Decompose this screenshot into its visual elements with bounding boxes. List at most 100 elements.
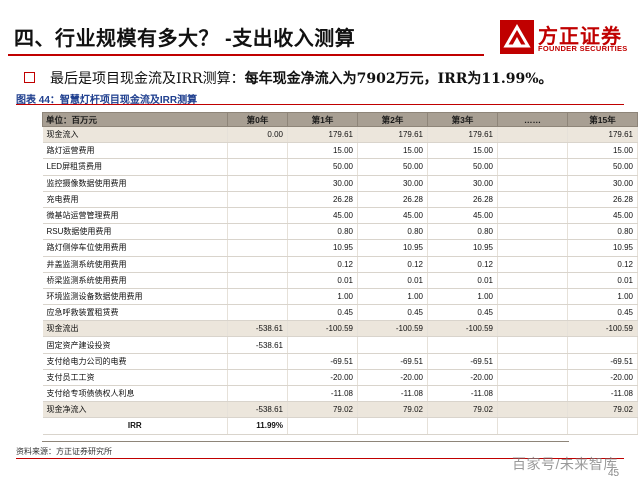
value-cell (497, 191, 568, 208)
table-row: IRR 11.99% (42, 417, 638, 435)
value-cell: -20.00 (287, 369, 358, 387)
value-cell: -20.00 (427, 369, 498, 387)
cashflow-table-container: 单位：百万元 第0年 第1年 第2年 第3年 …… 第15年 现金流入 0.00 1… (42, 112, 638, 435)
value-cell: 1.00 (567, 288, 638, 306)
value-cell (497, 401, 568, 419)
header-cell-year15: 第15年 (567, 112, 638, 127)
value-cell: -11.08 (567, 385, 638, 403)
row-label: 现金净流入 (42, 401, 228, 419)
founder-logo-icon (500, 20, 534, 54)
value-cell: 0.12 (357, 256, 428, 273)
table-row: LED屏租赁费用 50.00 50.00 50.00 50.00 (42, 158, 638, 176)
value-cell: 0.45 (287, 304, 358, 322)
value-cell: 45.00 (287, 207, 358, 225)
table-row: 充电费用 26.28 26.28 26.28 26.28 (42, 191, 638, 208)
value-cell: 0.80 (357, 223, 428, 241)
value-cell: 45.00 (567, 207, 638, 225)
value-cell: 0.12 (427, 256, 498, 273)
table-row: 微基站运营管理费用 45.00 45.00 45.00 45.00 (42, 207, 638, 225)
summary-emphasis: 每年现金净流入为7902万元，IRR为11.99%。 (244, 71, 553, 87)
value-cell: 1.00 (357, 288, 428, 306)
value-cell (497, 175, 568, 192)
header-cell-year3: 第3年 (427, 112, 498, 127)
row-label: 支付给电力公司的电费 (42, 353, 228, 370)
header-cell-year2: 第2年 (357, 112, 428, 127)
value-cell (227, 304, 288, 322)
value-cell: 1.00 (287, 288, 358, 306)
company-logo: 方正证券 FOUNDER SECURITIES (498, 14, 634, 58)
value-cell: 15.00 (567, 142, 638, 160)
summary-text: 最后是项目现金流及IRR测算：每年现金净流入为7902万元，IRR为11.99%… (50, 68, 553, 88)
row-label: 支付给专项债债权人利息 (42, 385, 228, 403)
value-cell: -100.59 (287, 320, 358, 338)
cashflow-table: 单位：百万元 第0年 第1年 第2年 第3年 …… 第15年 现金流入 0.00 1… (42, 112, 638, 435)
value-cell (227, 272, 288, 289)
table-body: 现金流入 0.00 179.61 179.61 179.61 179.61 路灯运营费用 15… (42, 126, 638, 435)
row-label: 固定资产建设投资 (42, 336, 228, 354)
table-header-row: 单位：百万元 第0年 第1年 第2年 第3年 …… 第15年 (42, 112, 638, 127)
watermark-text: 百家号/未来智库 (512, 456, 618, 472)
value-cell: -538.61 (227, 336, 288, 354)
value-cell: -11.08 (427, 385, 498, 403)
value-cell: -69.51 (427, 353, 498, 370)
row-label: LED屏租赁费用 (42, 158, 228, 176)
value-cell: -100.59 (357, 320, 428, 338)
value-cell (287, 417, 358, 435)
table-row: RSU数据使用费用 0.80 0.80 0.80 0.80 (42, 223, 638, 241)
value-cell (227, 288, 288, 306)
value-cell: 0.45 (427, 304, 498, 322)
value-cell: 50.00 (357, 158, 428, 176)
table-row: 路灯侧停车位使用费用 10.95 10.95 10.95 10.95 (42, 239, 638, 257)
value-cell (357, 336, 428, 354)
value-cell: 79.02 (357, 401, 428, 419)
summary-bullet: 最后是项目现金流及IRR测算：每年现金净流入为7902万元，IRR为11.99%… (24, 67, 624, 89)
value-cell (497, 158, 568, 176)
table-row: 现金流出 -538.61 -100.59 -100.59 -100.59 -100.59 (42, 320, 638, 338)
row-label: 充电费用 (42, 191, 228, 208)
value-cell (497, 353, 568, 370)
table-row: 井盖监测系统使用费用 0.12 0.12 0.12 0.12 (42, 256, 638, 273)
value-cell: 10.95 (357, 239, 428, 257)
value-cell (497, 126, 568, 144)
table-row: 现金净流入 -538.61 79.02 79.02 79.02 79.02 (42, 401, 638, 419)
value-cell (227, 353, 288, 370)
table-row: 监控摄像数据使用费用 30.00 30.00 30.00 30.00 (42, 175, 638, 192)
page-number: 45 (608, 468, 620, 479)
value-cell: 15.00 (427, 142, 498, 160)
row-label: 监控摄像数据使用费用 (42, 175, 228, 192)
value-cell: 179.61 (357, 126, 428, 144)
logo-chinese-name: 方正证券 (538, 26, 622, 48)
value-cell (227, 385, 288, 403)
value-cell: 0.12 (287, 256, 358, 273)
value-cell: 179.61 (427, 126, 498, 144)
value-cell (227, 158, 288, 176)
value-cell: -11.08 (357, 385, 428, 403)
value-cell: 0.01 (427, 272, 498, 289)
value-cell (227, 142, 288, 160)
value-cell: 0.12 (567, 256, 638, 273)
value-cell: 1.00 (427, 288, 498, 306)
row-label: RSU数据使用费用 (42, 223, 228, 241)
value-cell: 50.00 (427, 158, 498, 176)
header-cell-year1: 第1年 (287, 112, 358, 127)
value-cell: 0.80 (287, 223, 358, 241)
value-cell (227, 369, 288, 387)
summary-prefix: 最后是项目现金流及IRR测算： (50, 71, 245, 87)
value-cell (227, 239, 288, 257)
row-label: 桥梁监测系统使用费用 (42, 272, 228, 289)
row-label: 路灯运营费用 (42, 142, 228, 160)
value-cell (497, 417, 568, 435)
value-cell: 10.95 (427, 239, 498, 257)
header-cell-year0: 第0年 (227, 112, 288, 127)
row-label: 环境监测设备数据使用费用 (42, 288, 228, 306)
value-cell (227, 207, 288, 225)
value-cell: 79.02 (427, 401, 498, 419)
header-divider (8, 54, 484, 56)
value-cell (497, 320, 568, 338)
bullet-square-icon (24, 72, 35, 83)
row-label: 支付员工工资 (42, 369, 228, 387)
value-cell: -69.51 (357, 353, 428, 370)
value-cell: 15.00 (357, 142, 428, 160)
value-cell (567, 336, 638, 354)
value-cell (497, 239, 568, 257)
